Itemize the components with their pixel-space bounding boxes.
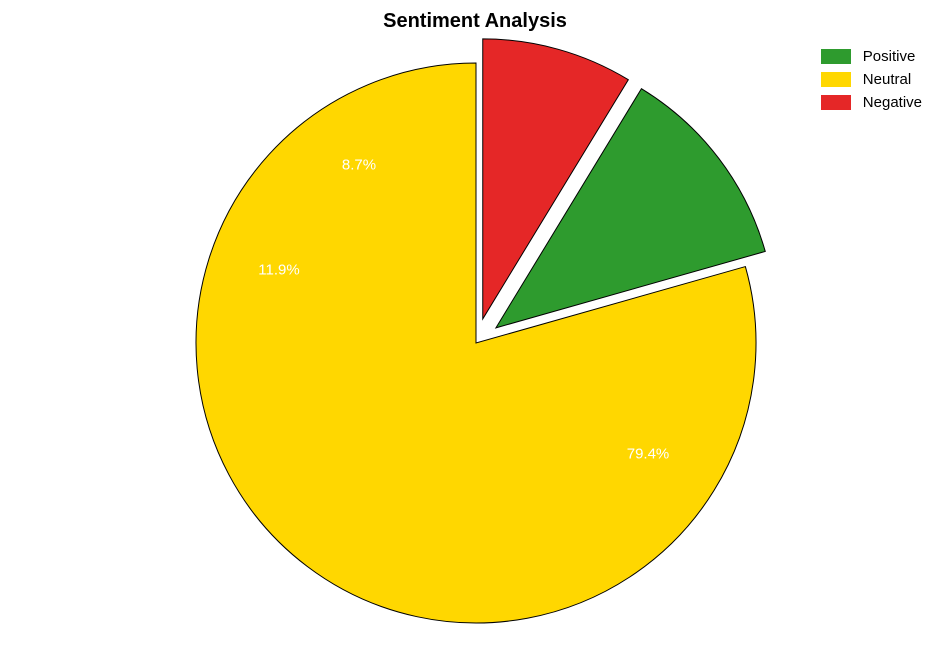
legend-item-negative: Negative bbox=[821, 94, 922, 111]
legend-swatch-neutral bbox=[821, 72, 851, 87]
legend-swatch-positive bbox=[821, 49, 851, 64]
slice-label-negative: 8.7% bbox=[342, 157, 376, 174]
slice-label-positive: 11.9% bbox=[258, 262, 299, 279]
legend-label-negative: Negative bbox=[863, 94, 922, 111]
legend: Positive Neutral Negative bbox=[821, 48, 922, 117]
pie-chart-svg bbox=[0, 0, 950, 662]
legend-item-neutral: Neutral bbox=[821, 71, 922, 88]
legend-label-positive: Positive bbox=[863, 48, 916, 65]
legend-label-neutral: Neutral bbox=[863, 71, 911, 88]
slice-label-neutral: 79.4% bbox=[627, 446, 670, 463]
legend-swatch-negative bbox=[821, 95, 851, 110]
legend-item-positive: Positive bbox=[821, 48, 922, 65]
